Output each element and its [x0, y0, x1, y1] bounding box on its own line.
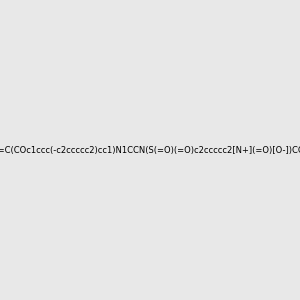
- Text: O=C(COc1ccc(-c2ccccc2)cc1)N1CCN(S(=O)(=O)c2ccccc2[N+](=O)[O-])CC1: O=C(COc1ccc(-c2ccccc2)cc1)N1CCN(S(=O)(=O…: [0, 146, 300, 154]
